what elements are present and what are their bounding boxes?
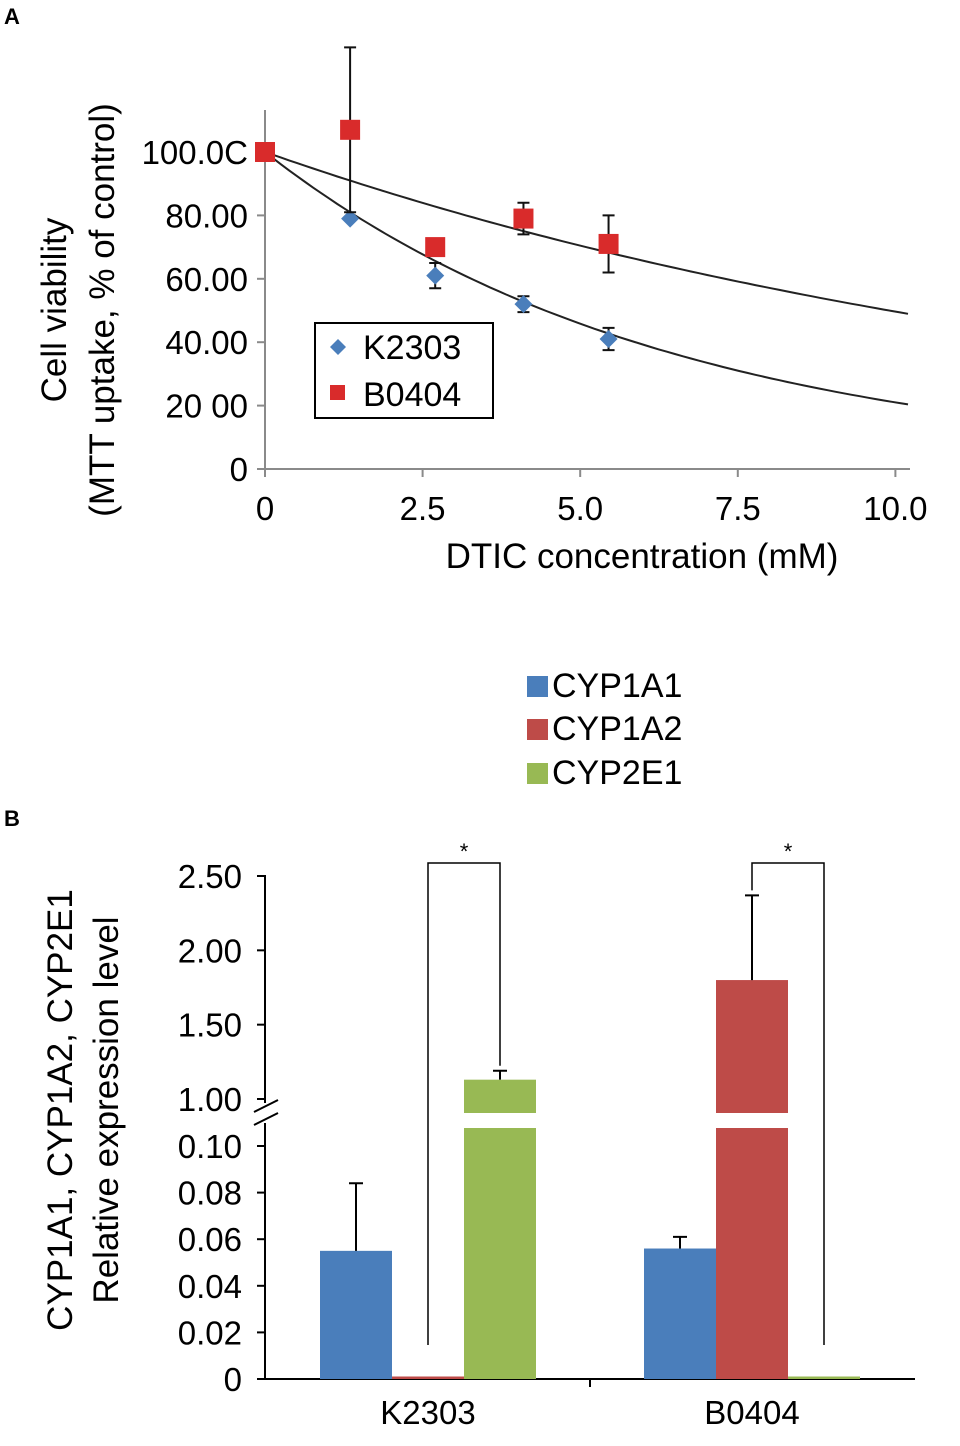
- legend-k2303-marker: [330, 339, 346, 355]
- a-x-tick-label: 7.5: [715, 490, 761, 527]
- b-y-tick-label: 0.06: [178, 1221, 242, 1258]
- bar-break-gap: [715, 1113, 789, 1128]
- panel-a-y-title-line2: (MTT uptake, % of control): [83, 103, 122, 517]
- a-y-tick-label: 0: [230, 451, 248, 488]
- panel-b-label: B: [4, 806, 20, 831]
- error-bar: [745, 894, 759, 981]
- panel-b-bars: [320, 894, 860, 1379]
- data-point-b0404: [340, 119, 361, 140]
- data-point-b0404: [255, 142, 275, 162]
- fit-curve-b0404: [264, 151, 909, 315]
- panel-a-y-title: Cell viability (MTT uptake, % of control…: [35, 103, 122, 517]
- data-point-k2303: [341, 209, 360, 228]
- legend-cyp1a1-swatch: [527, 676, 548, 697]
- panel-b-axis-break: [253, 1099, 279, 1126]
- significance-bracket: [427, 862, 501, 1345]
- b-y-tick-label: 2.50: [178, 858, 242, 895]
- b-y-tick-label: 1.50: [178, 1007, 242, 1044]
- legend-k2303-label: K2303: [363, 329, 461, 367]
- data-point-k2303: [426, 266, 445, 285]
- bar-k2303-cyp1a1: [320, 1250, 392, 1379]
- legend-b0404-label: B0404: [363, 376, 461, 414]
- panel-a-x-ticks: 0 2.5 5.0 7.5 10.0: [256, 469, 928, 527]
- b-y-tick-label: 0.02: [178, 1314, 242, 1351]
- legend-cyp1a1-label: CYP1A1: [552, 667, 682, 705]
- legend-b0404-marker: [330, 385, 345, 400]
- b-y-tick-label: 0.08: [178, 1175, 242, 1212]
- panel-b-significance: * *: [427, 839, 825, 1345]
- a-x-tick-label: 0: [256, 490, 274, 527]
- error-bar: [673, 1235, 687, 1249]
- panel-a: A Cell viability (MTT uptake, % of contr…: [4, 4, 928, 576]
- panel-a-y-ticks: 0 20 00 40.00 60.00 80.00 100.0C: [142, 134, 265, 488]
- legend-cyp1a2-swatch: [527, 719, 548, 740]
- a-y-tick-label: 40.00: [165, 324, 248, 361]
- panel-b-legend: CYP1A1 CYP1A2 CYP2E1: [527, 667, 682, 792]
- panel-a-x-title: DTIC concentration (mM): [446, 537, 839, 576]
- panel-a-legend-box: [314, 322, 494, 419]
- significance-bracket: [751, 862, 825, 1345]
- significance-star: *: [460, 839, 469, 864]
- a-x-tick-label: 10.0: [863, 490, 927, 527]
- a-y-tick-label: 60.00: [165, 261, 248, 298]
- panel-b-x-labels: K2303 B0404: [380, 1394, 799, 1431]
- panel-b-y-title-line1: CYP1A1, CYP1A2, CYP2E1: [41, 889, 80, 1331]
- bar-k2303-cyp1a2: [392, 1376, 464, 1379]
- data-point-b0404: [425, 237, 446, 258]
- x-label-b0404: B0404: [704, 1394, 799, 1431]
- data-point-b0404: [598, 233, 619, 254]
- b-y-tick-label: 0.04: [178, 1268, 242, 1305]
- b-y-tick-label: 0: [224, 1361, 242, 1398]
- panel-b-y-title: CYP1A1, CYP1A2, CYP2E1 Relative expressi…: [41, 889, 126, 1331]
- error-bar: [493, 1069, 507, 1080]
- a-x-tick-label: 2.5: [400, 490, 446, 527]
- b-y-tick-label: 1.00: [178, 1081, 242, 1118]
- panel-a-fit-curves: [264, 151, 909, 406]
- data-point-k2303: [599, 330, 618, 349]
- bar-break-gap: [463, 1113, 537, 1128]
- panel-a-y-title-line1: Cell viability: [35, 217, 74, 402]
- significance-star: *: [784, 839, 793, 864]
- a-y-tick-label: 20 00: [165, 388, 248, 425]
- data-point-b0404: [513, 208, 534, 229]
- data-point-k2303: [514, 295, 533, 314]
- legend-cyp2e1-swatch: [527, 763, 548, 784]
- x-label-k2303: K2303: [380, 1394, 475, 1431]
- panel-a-data-points: [255, 46, 619, 352]
- panel-a-legend: K2303 B0404: [314, 322, 494, 419]
- panel-b-y-ticks: 0 0.02 0.04 0.06 0.08 0.10 1.00 1.50 2.00 2.50: [178, 858, 265, 1398]
- b-y-tick-label: 0.10: [178, 1128, 242, 1165]
- a-y-tick-label: 80.00: [165, 197, 248, 234]
- panel-b: CYP1A1 CYP1A2 CYP2E1 B CYP1A1, CYP1A2, C…: [4, 667, 915, 1431]
- bar-b0404-cyp1a2: [716, 980, 788, 1379]
- panel-b-y-title-line2: Relative expression level: [87, 916, 126, 1303]
- legend-cyp1a2-label: CYP1A2: [552, 710, 682, 748]
- a-x-tick-label: 5.0: [557, 490, 603, 527]
- fit-curve-k2303: [264, 151, 909, 406]
- bar-b0404-cyp2e1: [788, 1376, 860, 1379]
- b-y-tick-label: 2.00: [178, 932, 242, 969]
- legend-cyp2e1-label: CYP2E1: [552, 754, 682, 792]
- panel-a-label: A: [4, 4, 20, 29]
- bar-b0404-cyp1a1: [644, 1248, 716, 1379]
- a-y-tick-label: 100.0C: [142, 134, 248, 171]
- bar-k2303-cyp2e1: [464, 1079, 536, 1379]
- error-bar: [349, 1182, 363, 1251]
